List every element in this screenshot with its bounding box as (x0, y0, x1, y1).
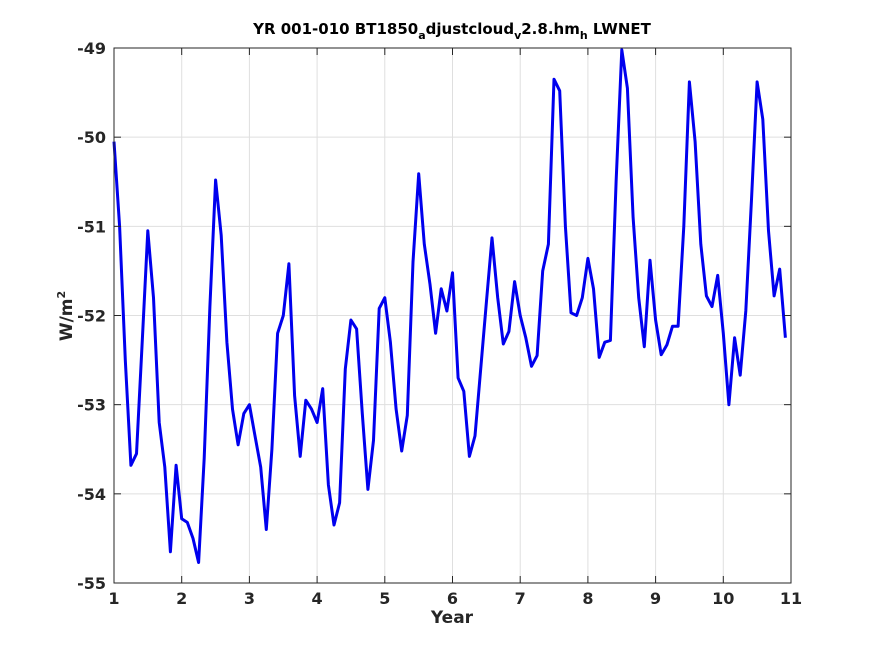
y-tick-label: -54 (77, 485, 106, 504)
y-tick-label: -50 (77, 128, 106, 147)
x-axis-label: Year (430, 608, 474, 628)
x-tick-label: 10 (712, 589, 734, 608)
y-tick-label: -49 (77, 39, 106, 58)
x-tick-label: 8 (582, 589, 593, 608)
y-tick-label: -51 (77, 217, 106, 236)
x-tick-label: 6 (447, 589, 458, 608)
x-tick-label: 7 (515, 589, 526, 608)
x-tick-labels: 1 2 3 4 5 6 7 8 9 10 11 (108, 589, 802, 608)
y-tick-label: -55 (77, 574, 106, 593)
x-tick-label: 4 (312, 589, 323, 608)
y-tick-label: -53 (77, 396, 106, 415)
chart-title: YR 001-010 BT1850adjustcloudv2.8.hmh LWN… (252, 20, 652, 42)
y-tick-label: -52 (77, 307, 106, 326)
ticks (113, 47, 792, 584)
x-tick-label: 3 (244, 589, 255, 608)
y-axis-label: W/m2 (55, 291, 77, 341)
x-tick-label: 9 (650, 589, 661, 608)
x-tick-label: 2 (176, 589, 187, 608)
x-tick-label: 11 (780, 589, 802, 608)
y-tick-labels: -49 -50 -51 -52 -53 -54 -55 (77, 39, 106, 593)
series-line (112, 48, 787, 564)
x-tick-label: 5 (379, 589, 390, 608)
x-tick-label: 1 (108, 589, 119, 608)
